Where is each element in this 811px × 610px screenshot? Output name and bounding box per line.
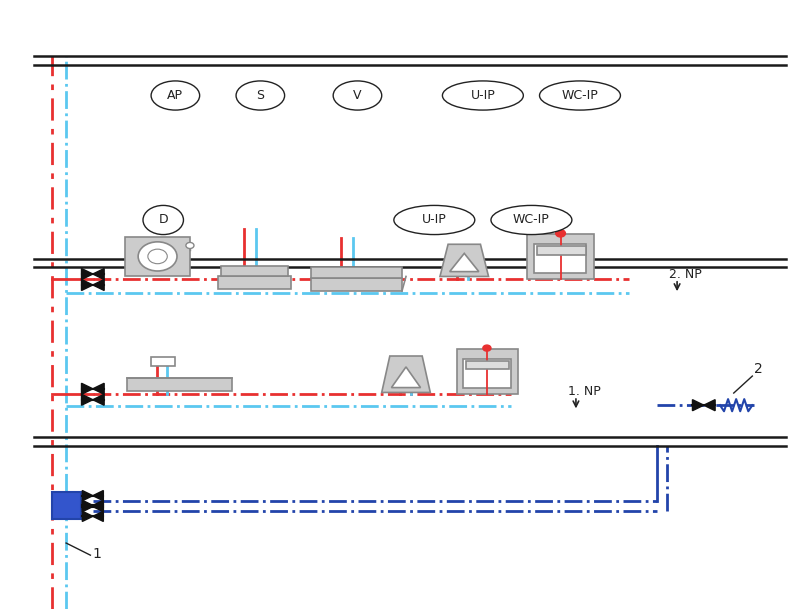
Circle shape bbox=[148, 249, 167, 264]
Polygon shape bbox=[82, 511, 92, 522]
Bar bbox=[221, 265, 287, 276]
Text: D: D bbox=[158, 214, 168, 226]
Bar bbox=[125, 237, 190, 276]
Bar bbox=[462, 359, 511, 388]
Bar bbox=[466, 362, 508, 369]
Ellipse shape bbox=[539, 81, 620, 110]
Polygon shape bbox=[82, 490, 92, 501]
Polygon shape bbox=[92, 511, 103, 522]
Polygon shape bbox=[81, 279, 92, 290]
Ellipse shape bbox=[151, 81, 200, 110]
Polygon shape bbox=[92, 268, 104, 279]
Ellipse shape bbox=[236, 81, 285, 110]
Polygon shape bbox=[81, 394, 92, 405]
Bar bbox=[533, 243, 586, 273]
Text: WC-IP: WC-IP bbox=[513, 214, 549, 226]
Text: S: S bbox=[256, 89, 264, 102]
Text: 1. NP: 1. NP bbox=[567, 385, 600, 398]
Ellipse shape bbox=[333, 81, 381, 110]
Polygon shape bbox=[82, 501, 92, 512]
Polygon shape bbox=[81, 268, 92, 279]
Circle shape bbox=[483, 345, 491, 351]
Circle shape bbox=[186, 242, 194, 248]
Bar bbox=[526, 234, 593, 279]
Text: 1: 1 bbox=[92, 547, 101, 561]
Text: 2. NP: 2. NP bbox=[668, 268, 701, 281]
Polygon shape bbox=[92, 394, 104, 405]
Ellipse shape bbox=[442, 81, 523, 110]
Circle shape bbox=[555, 230, 564, 237]
Polygon shape bbox=[703, 400, 714, 411]
Polygon shape bbox=[692, 400, 703, 411]
Ellipse shape bbox=[491, 206, 571, 235]
Polygon shape bbox=[92, 383, 104, 394]
Polygon shape bbox=[92, 500, 103, 511]
Bar bbox=[52, 492, 80, 518]
Ellipse shape bbox=[393, 206, 474, 235]
Text: U-IP: U-IP bbox=[470, 89, 495, 102]
Polygon shape bbox=[92, 279, 104, 290]
Polygon shape bbox=[82, 500, 92, 511]
Polygon shape bbox=[92, 490, 103, 501]
Bar bbox=[311, 267, 401, 278]
Polygon shape bbox=[449, 253, 478, 271]
Ellipse shape bbox=[143, 206, 183, 235]
Polygon shape bbox=[391, 367, 420, 387]
Text: U-IP: U-IP bbox=[422, 214, 446, 226]
Polygon shape bbox=[92, 501, 103, 512]
Bar bbox=[151, 357, 175, 366]
Bar bbox=[536, 246, 585, 254]
Text: WC-IP: WC-IP bbox=[561, 89, 598, 102]
Text: AP: AP bbox=[167, 89, 183, 102]
Bar bbox=[457, 349, 517, 394]
Bar bbox=[127, 378, 232, 391]
Polygon shape bbox=[81, 383, 92, 394]
Polygon shape bbox=[381, 356, 430, 392]
Text: 2: 2 bbox=[753, 362, 762, 376]
Circle shape bbox=[138, 242, 177, 271]
Text: V: V bbox=[353, 89, 361, 102]
Polygon shape bbox=[440, 244, 488, 276]
Bar bbox=[311, 278, 401, 291]
Bar bbox=[218, 276, 290, 289]
